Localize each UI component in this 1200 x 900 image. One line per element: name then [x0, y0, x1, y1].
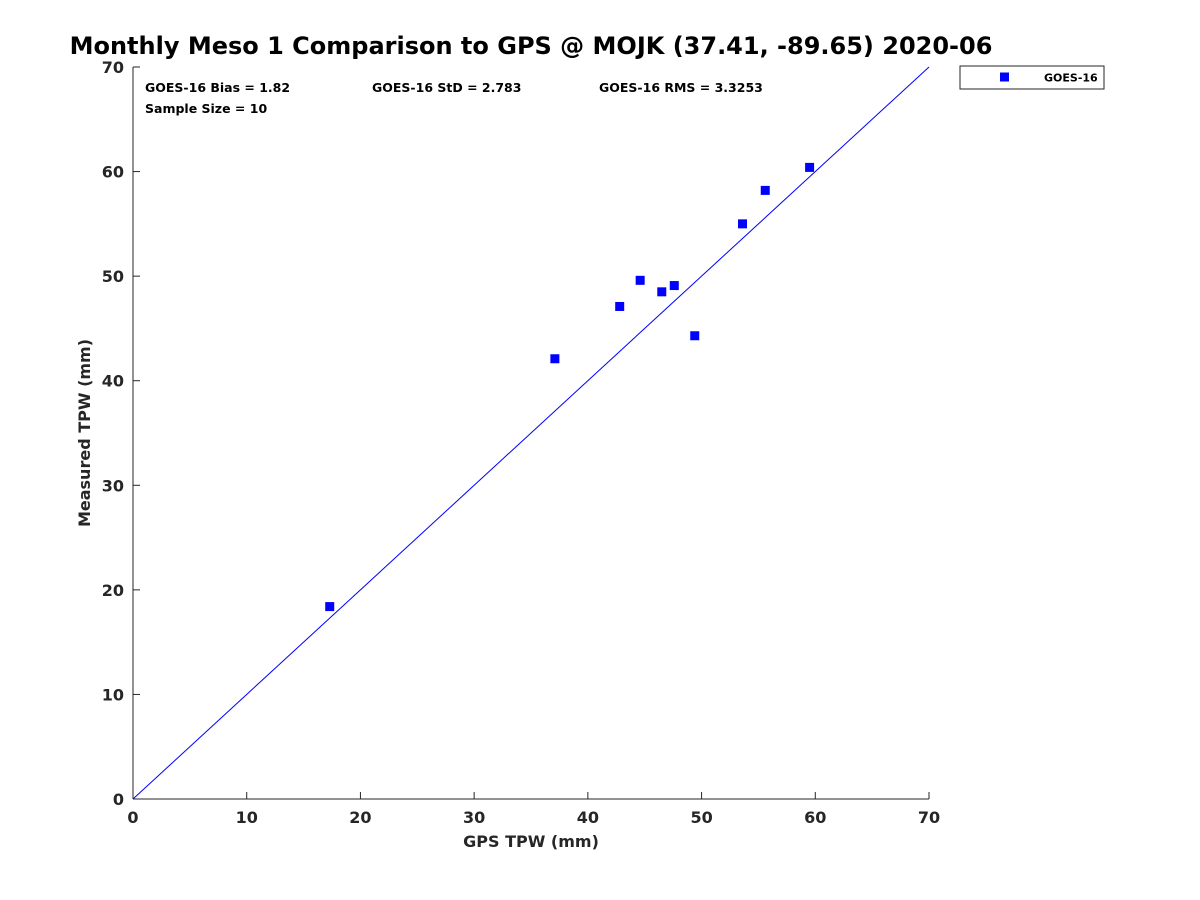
- x-tick-label: 30: [463, 808, 485, 827]
- data-point: [738, 219, 748, 229]
- std-annotation: GOES-16 StD = 2.783: [372, 80, 521, 95]
- rms-annotation: GOES-16 RMS = 3.3253: [599, 80, 763, 95]
- x-tick-label: 60: [804, 808, 826, 827]
- legend-box: [959, 65, 1105, 90]
- y-tick-label: 70: [102, 58, 124, 77]
- one-to-one-line: [132, 66, 930, 800]
- bias-annotation: GOES-16 Bias = 1.82: [145, 80, 290, 95]
- y-tick-label: 20: [102, 581, 124, 600]
- reference-line-group: [132, 66, 930, 800]
- x-tick-label: 50: [690, 808, 712, 827]
- legend: GOES-16: [959, 65, 1105, 90]
- data-points: [325, 162, 815, 612]
- axes: 0 10 20 30 40 50 60 70 0 10 20 30 40 50 60 70: [102, 58, 940, 827]
- x-tick-label: 40: [577, 808, 599, 827]
- x-axis-label: GPS TPW (mm): [463, 832, 599, 851]
- y-axis-label: Measured TPW (mm): [75, 339, 94, 527]
- data-point: [550, 354, 560, 364]
- y-tick-label: 40: [102, 372, 124, 391]
- legend-label: GOES-16: [1044, 72, 1098, 85]
- sample-size-annotation: Sample Size = 10: [145, 101, 267, 116]
- data-point: [657, 287, 667, 297]
- data-point: [669, 281, 679, 291]
- data-point: [325, 602, 335, 612]
- x-tick-label: 10: [236, 808, 258, 827]
- data-point: [690, 331, 700, 341]
- chart-title: Monthly Meso 1 Comparison to GPS @ MOJK …: [70, 32, 993, 60]
- y-tick-label: 10: [102, 685, 124, 704]
- x-tick-label: 20: [349, 808, 371, 827]
- y-tick-label: 60: [102, 163, 124, 182]
- legend-marker: [1000, 72, 1009, 82]
- x-tick-label: 0: [127, 808, 138, 827]
- y-tick-label: 30: [102, 476, 124, 495]
- data-point: [635, 275, 645, 285]
- data-point: [760, 185, 770, 195]
- y-tick-label: 0: [113, 790, 124, 809]
- y-tick-label: 50: [102, 267, 124, 286]
- x-tick-label: 70: [918, 808, 940, 827]
- data-point: [805, 162, 815, 172]
- data-point: [615, 301, 625, 311]
